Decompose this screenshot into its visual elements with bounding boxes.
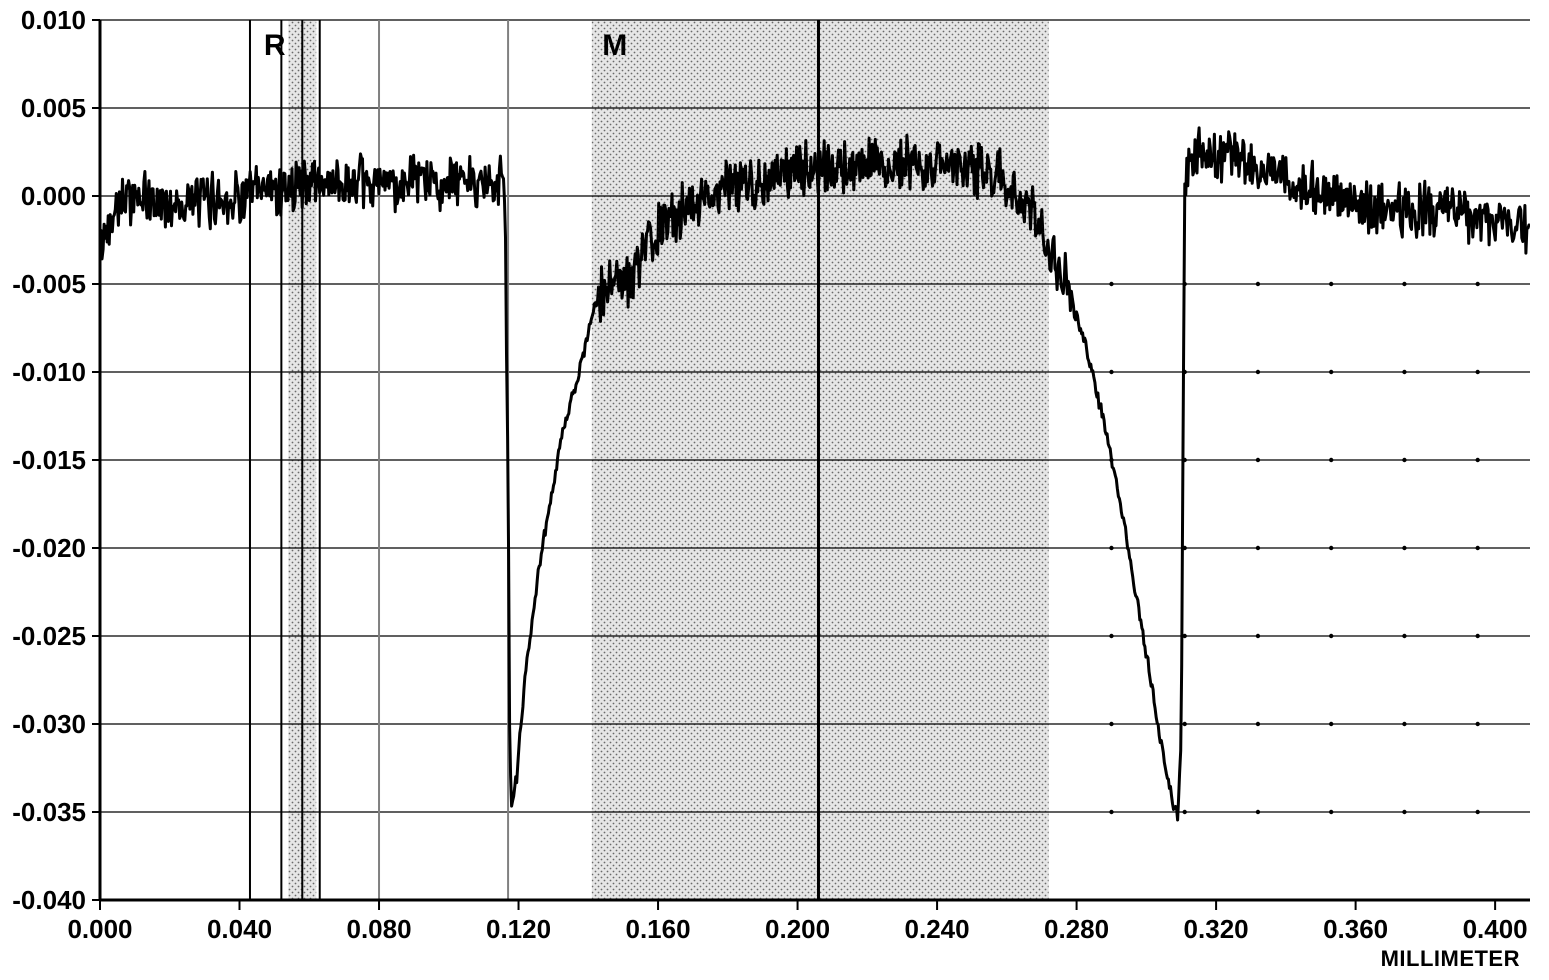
dot-marker: [1402, 282, 1406, 286]
xtick-label: 0.200: [765, 914, 830, 944]
dot-marker: [1402, 370, 1406, 374]
ytick-label: -0.040: [12, 885, 86, 915]
dot-marker: [1329, 370, 1333, 374]
dot-marker: [1183, 810, 1187, 814]
ytick-label: -0.005: [12, 269, 86, 299]
dot-marker: [1329, 634, 1333, 638]
dot-marker: [1475, 722, 1479, 726]
ytick-label: 0.010: [21, 5, 86, 35]
ytick-label: -0.010: [12, 357, 86, 387]
dot-marker: [1475, 370, 1479, 374]
profile-chart: -0.040 -0.035 -0.030 -0.025 -0.020 -0.015 -0.0…: [0, 0, 1549, 980]
xtick-label: 0.360: [1323, 914, 1388, 944]
dot-marker: [1256, 282, 1260, 286]
x-axis-label: MILLIMETER: [1381, 946, 1520, 971]
dot-marker: [1256, 810, 1260, 814]
dot-marker: [1109, 810, 1113, 814]
ytick-label: -0.030: [12, 709, 86, 739]
ytick-label: 0.000: [21, 181, 86, 211]
dot-marker: [1183, 458, 1187, 462]
xtick-label: 0.000: [67, 914, 132, 944]
xtick-label: 0.280: [1044, 914, 1109, 944]
dot-marker: [1109, 458, 1113, 462]
xtick-label: 0.240: [905, 914, 970, 944]
dot-marker: [1402, 722, 1406, 726]
dot-marker: [1475, 282, 1479, 286]
dot-marker: [1183, 634, 1187, 638]
xtick-label: 0.080: [346, 914, 411, 944]
dot-marker: [1402, 458, 1406, 462]
xtick-label: 0.320: [1184, 914, 1249, 944]
dot-marker: [1329, 458, 1333, 462]
dot-marker: [1183, 282, 1187, 286]
dot-marker: [1183, 370, 1187, 374]
dot-marker: [1475, 546, 1479, 550]
dot-marker: [1256, 546, 1260, 550]
ytick-label: -0.020: [12, 533, 86, 563]
dot-marker: [1329, 810, 1333, 814]
dot-marker: [1183, 546, 1187, 550]
dot-marker: [1109, 722, 1113, 726]
dot-marker: [1475, 810, 1479, 814]
dot-marker: [1329, 282, 1333, 286]
annotation-label: R: [264, 29, 286, 62]
dot-marker: [1109, 282, 1113, 286]
dot-marker: [1183, 722, 1187, 726]
dot-marker: [1256, 458, 1260, 462]
dot-marker: [1109, 546, 1113, 550]
dot-marker: [1109, 370, 1113, 374]
xtick-label: 0.400: [1463, 914, 1528, 944]
ytick-label: -0.035: [12, 797, 86, 827]
chart-container: -0.040 -0.035 -0.030 -0.025 -0.020 -0.015 -0.0…: [0, 0, 1549, 980]
dot-marker: [1402, 634, 1406, 638]
xtick-label: 0.040: [207, 914, 272, 944]
dot-marker: [1402, 546, 1406, 550]
dot-marker: [1402, 810, 1406, 814]
xtick-label: 0.160: [626, 914, 691, 944]
dot-marker: [1475, 458, 1479, 462]
dot-marker: [1256, 370, 1260, 374]
annotation-label: M: [602, 29, 627, 62]
dot-marker: [1256, 722, 1260, 726]
dot-marker: [1329, 546, 1333, 550]
dot-marker: [1475, 634, 1479, 638]
ytick-label: 0.005: [21, 93, 86, 123]
ytick-label: -0.025: [12, 621, 86, 651]
dot-marker: [1109, 634, 1113, 638]
dot-marker: [1256, 634, 1260, 638]
dot-marker: [1329, 722, 1333, 726]
ytick-label: -0.015: [12, 445, 86, 475]
xtick-label: 0.120: [486, 914, 551, 944]
